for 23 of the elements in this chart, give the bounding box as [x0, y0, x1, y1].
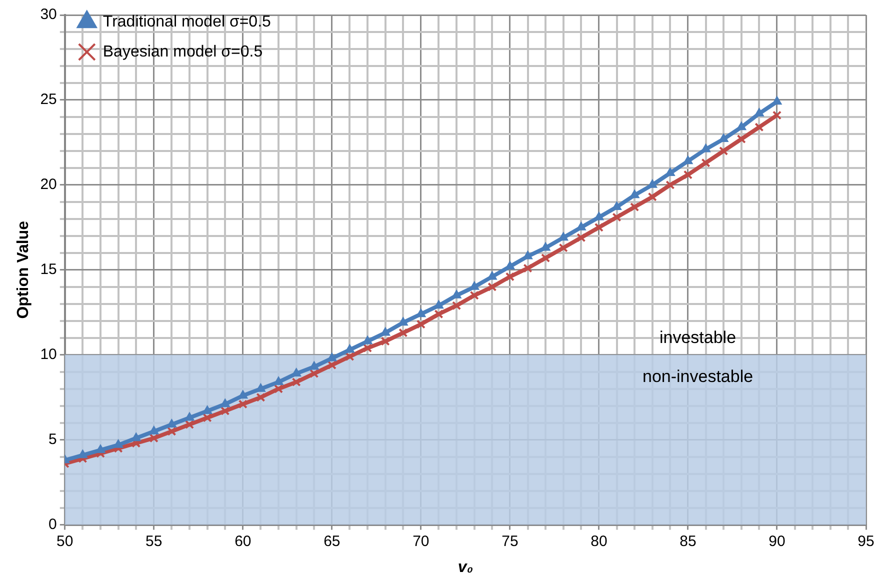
x-axis-title: v₀ [458, 558, 474, 576]
x-tick-label: 90 [768, 532, 786, 550]
y-tick-label: 5 [48, 430, 57, 448]
y-tick-label: 25 [40, 91, 57, 108]
y-tick-label: 15 [40, 261, 57, 278]
x-tick-label: 50 [56, 532, 74, 550]
x-tick-label: 60 [234, 532, 252, 550]
band-label: non-investable [642, 367, 754, 386]
y-tick-label: 10 [40, 346, 57, 364]
y-tick-label: 30 [40, 6, 57, 24]
y-axis-title: Option Value [15, 220, 32, 319]
x-tick-label: 70 [412, 532, 430, 550]
x-tick-label: 65 [324, 532, 340, 550]
x-tick-label: 55 [146, 532, 162, 550]
legend-label: Traditional model σ=0.5 [102, 13, 272, 30]
annotation: investable [659, 328, 736, 348]
x-tick-label: 95 [858, 532, 874, 550]
x-tick-label: 85 [680, 532, 696, 550]
x-tick-label: 80 [590, 532, 608, 550]
y-tick-label: 20 [40, 176, 57, 194]
legend-label: Bayesian model σ=0.5 [102, 43, 263, 60]
y-tick-label: 0 [48, 516, 57, 533]
x-tick-label: 75 [502, 532, 518, 550]
